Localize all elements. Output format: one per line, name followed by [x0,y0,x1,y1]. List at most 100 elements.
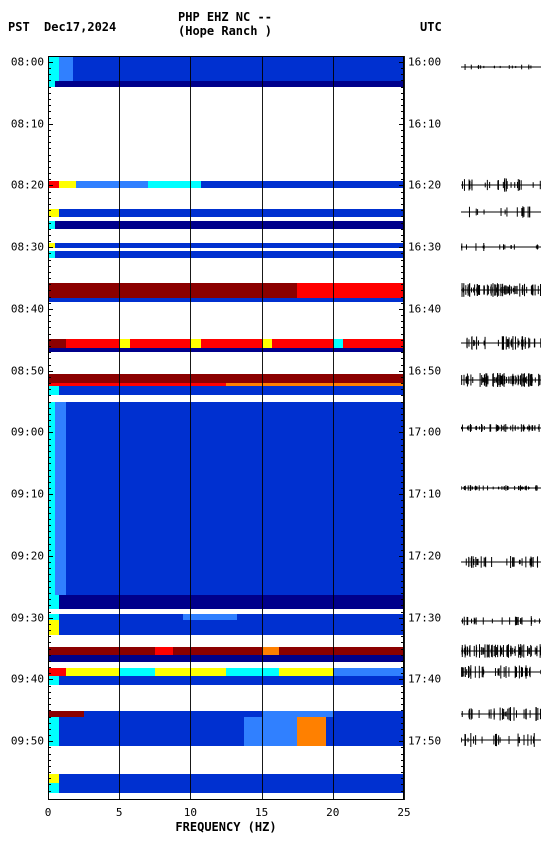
minor-tick [48,593,51,594]
waveform-trace [461,613,541,629]
minor-tick [48,377,51,378]
y-tick-left-label: 08:30 [11,241,48,254]
waveform-trace [461,239,541,255]
tz-left-label: PST [8,20,30,34]
minor-tick [401,266,404,267]
minor-tick [401,99,404,100]
minor-tick [48,278,51,279]
minor-tick [48,630,51,631]
waveform-column [460,56,542,800]
minor-tick [48,241,51,242]
minor-tick [48,358,51,359]
minor-tick [401,587,404,588]
minor-tick [48,253,51,254]
minor-tick [401,451,404,452]
minor-tick [401,766,404,767]
minor-tick [48,692,51,693]
minor-tick [48,204,51,205]
tick-mark [48,741,53,742]
minor-tick [48,142,51,143]
minor-tick [48,155,51,156]
minor-tick [401,204,404,205]
minor-tick [401,402,404,403]
minor-tick [401,704,404,705]
minor-tick [48,334,51,335]
waveform-trace [461,282,541,298]
minor-tick [401,717,404,718]
tick-mark [48,371,53,372]
minor-tick [401,229,404,230]
minor-tick [48,451,51,452]
waveform-trace [461,643,541,659]
minor-tick [48,519,51,520]
minor-tick [401,661,404,662]
minor-tick [401,389,404,390]
minor-tick [401,519,404,520]
minor-tick [48,488,51,489]
minor-tick [48,624,51,625]
minor-tick [401,463,404,464]
minor-tick [48,130,51,131]
minor-tick [48,402,51,403]
y-tick-left-label: 09:20 [11,549,48,562]
waveform-trace [461,59,541,75]
minor-tick [48,766,51,767]
minor-tick [401,148,404,149]
minor-tick [48,210,51,211]
minor-tick [401,630,404,631]
minor-tick [48,760,51,761]
minor-tick [401,531,404,532]
minor-tick [48,179,51,180]
minor-tick [401,334,404,335]
minor-tick [401,383,404,384]
tick-mark [48,494,53,495]
minor-tick [401,507,404,508]
minor-tick [48,717,51,718]
tick-mark [48,185,53,186]
minor-tick [48,408,51,409]
minor-tick [401,772,404,773]
minor-tick [401,414,404,415]
minor-tick [48,235,51,236]
minor-tick [48,198,51,199]
minor-tick [401,161,404,162]
y-tick-right-label: 16:20 [404,179,441,192]
y-tick-right-label: 16:50 [404,364,441,377]
station-label: PHP EHZ NC -- [178,10,272,24]
minor-tick [401,346,404,347]
minor-tick [48,500,51,501]
minor-tick [401,105,404,106]
waveform-trace [461,732,541,748]
minor-tick [48,599,51,600]
minor-tick [401,93,404,94]
minor-tick [401,173,404,174]
tz-right-label: UTC [420,20,442,34]
minor-tick [48,99,51,100]
waveform-trace [461,177,541,193]
minor-tick [401,352,404,353]
y-tick-left-label: 09:00 [11,426,48,439]
minor-tick [48,327,51,328]
minor-tick [48,340,51,341]
minor-tick [48,395,51,396]
minor-tick [48,587,51,588]
minor-tick [401,574,404,575]
minor-tick [48,352,51,353]
minor-tick [48,420,51,421]
minor-tick [48,192,51,193]
minor-tick [48,321,51,322]
minor-tick [48,414,51,415]
minor-tick [401,470,404,471]
minor-tick [48,365,51,366]
date-label: Dec17,2024 [44,20,116,34]
minor-tick [48,74,51,75]
y-tick-left-label: 08:10 [11,117,48,130]
minor-tick [48,260,51,261]
minor-tick [48,346,51,347]
y-tick-right-label: 16:30 [404,241,441,254]
minor-tick [401,155,404,156]
waveform-trace [461,398,541,458]
spectrogram-plot: 08:0008:1008:2008:3008:4008:5009:0009:10… [48,56,404,800]
minor-tick [48,698,51,699]
minor-tick [48,118,51,119]
